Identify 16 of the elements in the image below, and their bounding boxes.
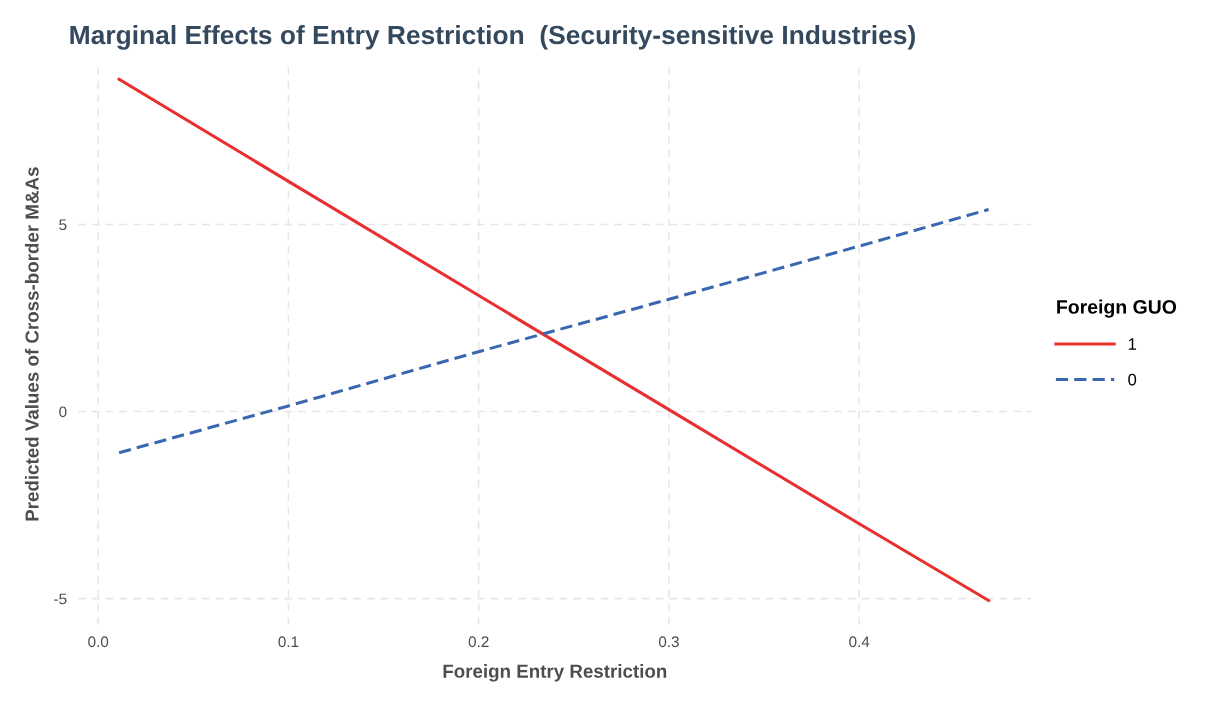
legend-label: 0 bbox=[1128, 373, 1137, 386]
line-series bbox=[117, 207, 991, 455]
x-tick-label: 0.1 bbox=[278, 636, 299, 648]
x-tick-label: 0.0 bbox=[88, 636, 109, 648]
x-tick-label: 0.4 bbox=[849, 636, 870, 648]
y-tick-label: -5 bbox=[54, 593, 67, 605]
y-tick-label: 5 bbox=[59, 219, 67, 231]
x-tick-label: 0.2 bbox=[468, 636, 489, 648]
x-tick-label: 0.3 bbox=[658, 636, 679, 648]
y-tick-label: 0 bbox=[59, 406, 67, 418]
x-axis-title: Foreign Entry Restriction bbox=[443, 664, 667, 682]
y-axis-title: Predicted Values of Cross-border M&As bbox=[24, 167, 39, 521]
legend-label: 1 bbox=[1128, 338, 1137, 350]
legend-title: Foreign GUO bbox=[1057, 299, 1177, 318]
chart-title: Marginal Effects of Entry Restriction (Security-sensitive Industries) bbox=[70, 24, 915, 50]
line-series bbox=[117, 77, 991, 603]
